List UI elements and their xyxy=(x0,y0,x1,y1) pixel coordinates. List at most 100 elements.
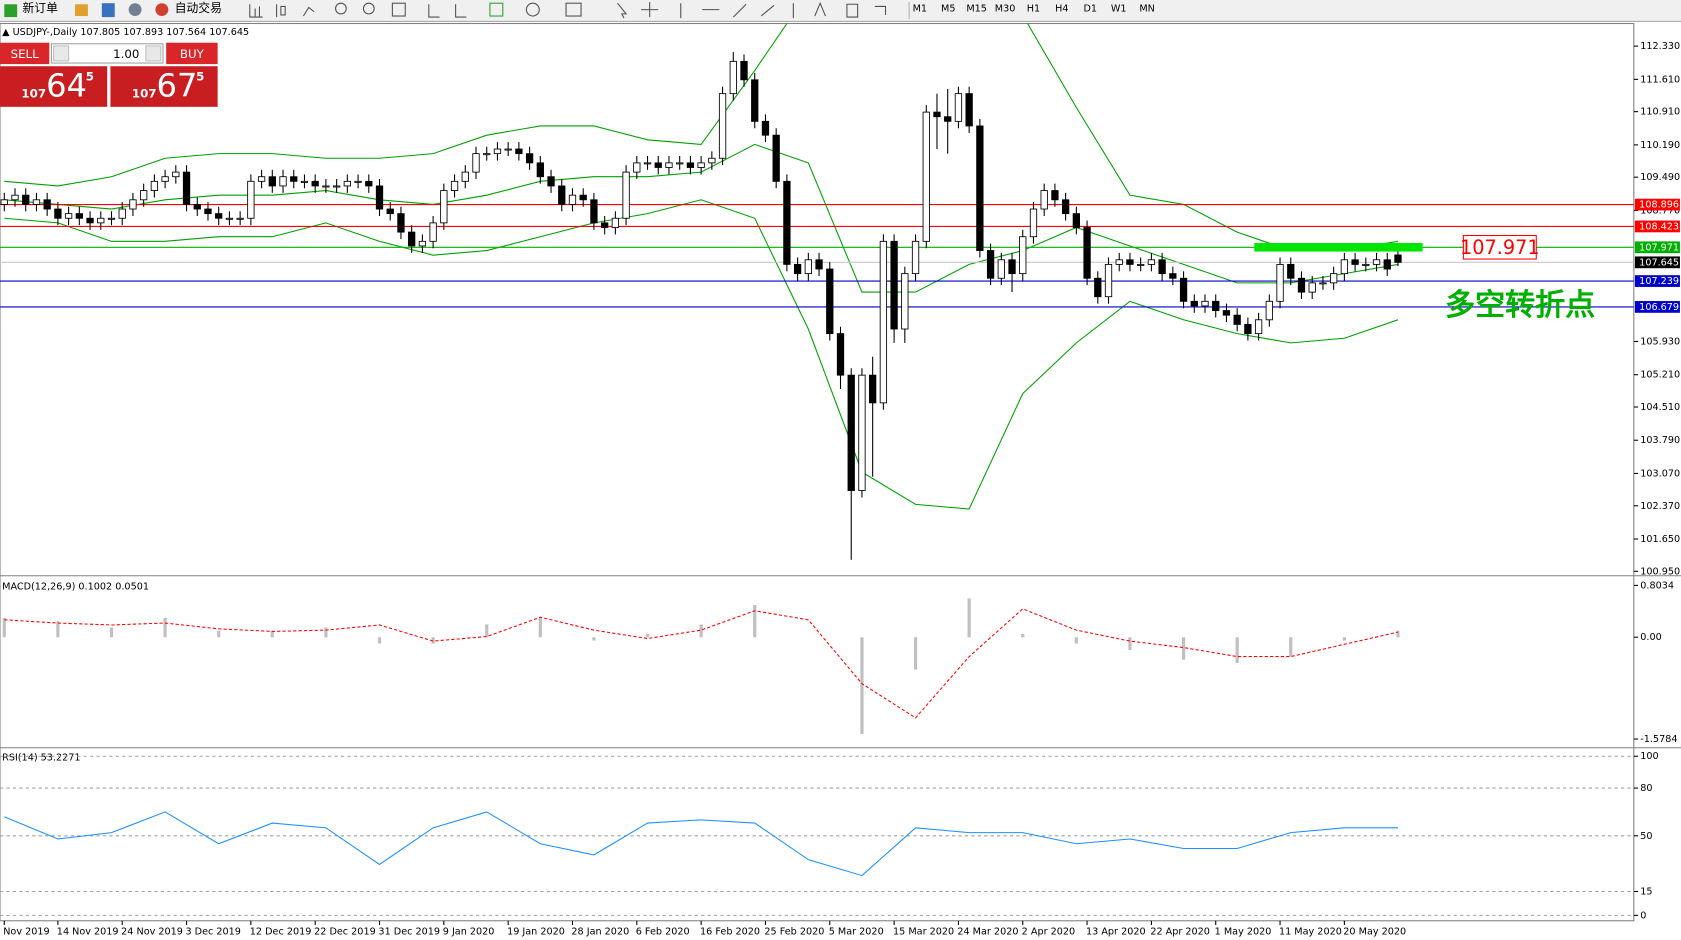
axes: 112.330 111.610 110.910 110.190 109.490 108.7… xyxy=(3,41,1680,937)
candle-body xyxy=(225,217,234,220)
buy-price[interactable] xyxy=(110,66,218,107)
candle-body xyxy=(150,180,159,191)
candle-body xyxy=(354,180,362,183)
sell-main: 64 xyxy=(46,67,87,105)
candle-body xyxy=(1330,273,1338,284)
candle-body xyxy=(879,240,888,404)
candle-body xyxy=(772,134,780,182)
level-box xyxy=(1634,198,1680,211)
candle-body xyxy=(64,213,73,219)
timeframe[interactable]: M30 xyxy=(995,4,1016,15)
icon[interactable] xyxy=(101,3,115,18)
auto-trade[interactable]: 自动交易 xyxy=(175,1,222,15)
timeframe[interactable]: H1 xyxy=(1027,4,1040,15)
sell-button[interactable] xyxy=(0,42,50,65)
icon[interactable] xyxy=(75,4,88,17)
level-box xyxy=(1634,256,1680,269)
macd-title: MACD(12,26,9) 0.1002 0.0501 xyxy=(2,581,149,592)
y-tick-label: 15 xyxy=(1640,887,1652,898)
timeframe[interactable]: H4 xyxy=(1055,4,1068,15)
level-callout-box xyxy=(1462,234,1537,260)
y-tick-label: 50 xyxy=(1640,831,1652,842)
candle-body xyxy=(493,148,502,155)
trade-panel: SELL 1.00 BUY 107 64 5 107 67 5 xyxy=(0,42,218,107)
candle-body xyxy=(686,162,695,168)
candle-body xyxy=(708,157,716,164)
x-tick-label: 22 Apr 2020 xyxy=(1150,926,1210,937)
candle-body xyxy=(1244,323,1252,335)
timeframe[interactable]: M1 xyxy=(913,4,927,15)
timeframes: M1 M5 M15 M30 H1 H4 D1 W1 MN xyxy=(913,4,1155,15)
x-tick-label: 13 Apr 2020 xyxy=(1086,926,1146,937)
candle-body xyxy=(1287,263,1295,279)
y-tick-label: 105.930 xyxy=(1640,336,1680,347)
buy-main: 67 xyxy=(157,67,198,105)
candle-body xyxy=(815,259,823,270)
candle-body xyxy=(847,374,855,491)
candle-body xyxy=(911,240,920,275)
icon[interactable] xyxy=(128,3,142,17)
candle-body xyxy=(215,213,223,219)
timeframe[interactable]: M15 xyxy=(966,4,987,15)
candle-body xyxy=(1276,263,1284,302)
candle-body xyxy=(418,240,427,247)
candle-body xyxy=(107,217,116,220)
band-line xyxy=(4,23,1399,252)
candle-body xyxy=(751,79,759,122)
x-tick-label: 3 Dec 2019 xyxy=(185,926,240,937)
candle-body xyxy=(22,194,30,205)
candle-body xyxy=(75,213,83,219)
lots-input[interactable] xyxy=(50,43,164,64)
y-tick-label: 110.910 xyxy=(1640,107,1680,118)
candle-body xyxy=(997,259,1005,279)
x-tick-label: 16 Feb 2020 xyxy=(700,926,760,937)
x-tick-label: Nov 2019 xyxy=(3,926,49,937)
toolbar-icons[interactable] xyxy=(249,1,887,19)
candle-body xyxy=(1340,259,1349,275)
y-tick-label: 110.190 xyxy=(1640,140,1680,151)
timeframe[interactable]: M5 xyxy=(941,4,955,15)
candle-body xyxy=(172,171,180,178)
lots[interactable]: 1.00 xyxy=(113,47,139,61)
level-box xyxy=(1634,220,1680,233)
candle-body xyxy=(933,111,941,118)
new-order-icon[interactable] xyxy=(4,4,18,18)
timeframe[interactable]: W1 xyxy=(1111,4,1127,15)
x-tick-label: 12 Dec 2019 xyxy=(250,926,312,937)
sell-price[interactable] xyxy=(0,66,108,107)
candle-body xyxy=(901,273,909,330)
candle-body xyxy=(97,217,105,224)
new-order[interactable]: 新订单 xyxy=(23,1,59,15)
timeframe[interactable]: MN xyxy=(1139,4,1155,15)
candle-body xyxy=(161,176,169,182)
annotations: 107.971 多空转折点 xyxy=(1254,234,1595,323)
candle-body xyxy=(429,222,437,242)
auto-trade-icon[interactable] xyxy=(155,3,169,17)
candle-body xyxy=(601,222,609,228)
sell-label[interactable]: SELL xyxy=(11,47,40,61)
y-tick-label: -1.5784 xyxy=(1640,734,1677,745)
timeframe[interactable]: D1 xyxy=(1084,4,1098,15)
candle-body xyxy=(300,180,309,183)
candle-body xyxy=(182,171,191,205)
signal-line xyxy=(4,608,1399,719)
candle-body xyxy=(965,93,973,127)
sell-big: 107 xyxy=(21,87,46,101)
y-tick-label: 102.370 xyxy=(1640,501,1680,512)
candle-body xyxy=(311,180,319,187)
candle-body xyxy=(1201,300,1209,307)
buy-button[interactable] xyxy=(166,42,218,65)
band-line xyxy=(4,199,1399,510)
candle-body xyxy=(343,180,351,187)
candle-body xyxy=(783,180,791,265)
candle-body xyxy=(1233,314,1241,325)
buy-label[interactable]: BUY xyxy=(180,47,205,61)
y-tick-label: 108.770 xyxy=(1640,205,1680,216)
x-tick-label: 11 May 2020 xyxy=(1279,926,1342,937)
candle-body xyxy=(654,162,662,168)
candle-body xyxy=(247,180,255,219)
candle-body xyxy=(279,176,287,187)
candle-body xyxy=(257,176,266,182)
x-tick-label: 19 Jan 2020 xyxy=(507,926,565,937)
